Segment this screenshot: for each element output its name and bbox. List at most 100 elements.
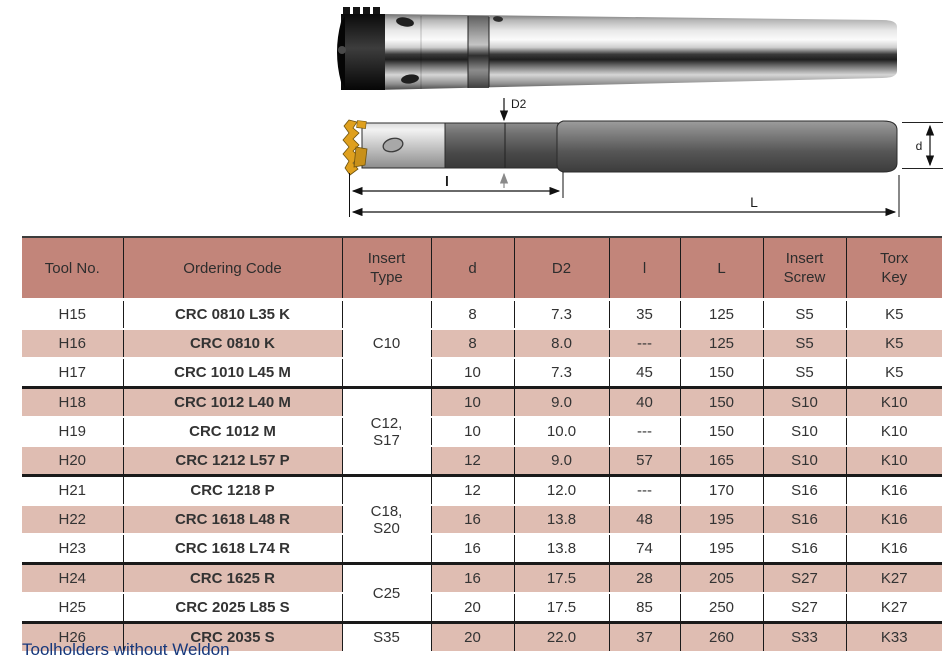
cell-ordering-code: CRC 0810 K — [122, 328, 342, 359]
cell-insert-screw: S10 — [762, 386, 846, 418]
drawing-shank — [556, 120, 898, 173]
cell-len: 125 — [679, 299, 763, 329]
cell-len: 165 — [679, 445, 763, 477]
cell-tool-no: H25 — [58, 599, 87, 616]
cell-torx-key: K10 — [845, 386, 942, 418]
cell-insert-screw: S10 — [762, 445, 846, 477]
cell-len: 195 — [679, 534, 763, 564]
cell-d: 8 — [430, 328, 514, 359]
d2-label: D2 — [511, 97, 527, 111]
cell-l: 37 — [608, 621, 680, 653]
cell-l: 74 — [608, 534, 680, 564]
cell-torx-key: K5 — [845, 328, 942, 359]
cell-len: 150 — [679, 417, 763, 446]
cell-tool-no: H21 — [22, 474, 123, 505]
cell-insert-screw: S16 — [762, 504, 846, 535]
cell-d2: 10.0 — [513, 417, 609, 446]
cell-torx-key: K5 — [845, 358, 942, 388]
cell-l: 35 — [608, 299, 680, 329]
table-row: H19 CRC 1012 M 10 10.0 --- 150 S10 K10 — [22, 417, 942, 446]
cell-torx-key: K33 — [845, 621, 942, 653]
cell-ordering-code: CRC 2025 L85 S — [122, 593, 342, 623]
col-header-insert-screw: Insert Screw — [762, 237, 846, 301]
cell-d: 12 — [430, 445, 514, 477]
col-header-tool-no: Tool No. — [22, 237, 123, 301]
cell-torx-key: K10 — [845, 445, 942, 477]
spec-table: Tool No. Ordering Code Insert Type d D2 … — [22, 236, 942, 653]
cell-insert-screw: S27 — [762, 593, 846, 623]
table-row: H20 CRC 1212 L57 P 12 9.0 57 165 S10 K10 — [22, 445, 942, 477]
cell-len: 195 — [679, 504, 763, 535]
dimension-drawing: D2 l L d — [342, 97, 943, 217]
cell-ordering-code: CRC 1012 M — [122, 417, 342, 446]
cell-d: 10 — [430, 417, 514, 446]
cell-insert-type: C25 — [341, 562, 431, 624]
cell-insert-type: C12, S17 — [341, 386, 431, 477]
cell-insert-screw: S5 — [762, 358, 846, 388]
cell-d2: 17.5 — [513, 562, 609, 594]
photo-hole-small — [493, 16, 503, 22]
table-row: H21 CRC 1218 P C18, S20 12 12.0 --- 170 … — [22, 474, 942, 564]
cell-torx-key: K27 — [845, 593, 942, 623]
cell-tool-no: H20 — [22, 445, 123, 477]
table-row: H23 CRC 1618 L74 R 16 13.8 74 195 S16 K1… — [22, 534, 942, 564]
cell-insert-screw: S27 — [762, 562, 846, 594]
col-header-insert-type: Insert Type — [341, 237, 431, 301]
cell-insert-type: S35 — [341, 621, 431, 653]
cell-len: 125 — [679, 328, 763, 359]
cell-ordering-code: CRC 2035 S — [122, 621, 342, 653]
page-caption: Toolholders without Weldon — [22, 640, 230, 659]
cell-tool-no: H23 — [58, 540, 87, 557]
table-row: H26 CRC 2035 S S35 20 22.0 37 260 S33 K3… — [22, 621, 942, 653]
cell-ordering-code: CRC 1010 L45 M — [122, 358, 342, 388]
cell-torx-key: K16 — [845, 474, 942, 505]
photo-hole-bottom — [401, 74, 419, 84]
col-header-l: l — [608, 237, 680, 301]
col-header-torx-key: Torx Key — [845, 237, 942, 301]
header-row: Tool No. Ordering Code Insert Type d D2 … — [22, 237, 942, 301]
cell-tool-no: H19 — [58, 423, 87, 440]
cell-d2: 7.3 — [513, 358, 609, 388]
cell-d: 16 — [430, 534, 514, 564]
cell-l: --- — [608, 474, 680, 505]
cell-ordering-code: CRC 1625 R — [122, 562, 342, 594]
cell-len: 205 — [679, 562, 763, 594]
cell-insert-type: C10 — [341, 299, 431, 388]
cell-torx-key: K5 — [845, 299, 942, 329]
L-label: L — [750, 194, 758, 210]
cell-d2: 8.0 — [513, 328, 609, 359]
cell-len: 170 — [679, 474, 763, 505]
table-row: H22 CRC 1618 L48 R 16 13.8 48 195 S16 K1… — [22, 504, 942, 535]
cell-tool-no: H24 — [22, 562, 123, 594]
cell-l: 57 — [608, 445, 680, 477]
cell-tool-no: H17 — [58, 364, 87, 381]
cell-ordering-code: CRC 1618 L74 R — [122, 534, 342, 564]
cell-tool-no: H18 — [22, 386, 123, 418]
cell-insert-screw: S10 — [762, 417, 846, 446]
cell-torx-key: K16 — [845, 534, 942, 564]
table-row: H25 CRC 2025 L85 S 20 17.5 85 250 S27 K2… — [22, 593, 942, 623]
cell-d: 8 — [430, 299, 514, 329]
table-row: H17 CRC 1010 L45 M 10 7.3 45 150 S5 K5 — [22, 358, 942, 388]
cell-d: 10 — [430, 386, 514, 418]
cell-l: 40 — [608, 386, 680, 418]
cell-insert-screw: S5 — [762, 328, 846, 359]
cell-d2: 13.8 — [513, 534, 609, 564]
table-row: H18 CRC 1012 L40 M C12, S17 10 9.0 40 15… — [22, 386, 942, 477]
col-header-ordering-code: Ordering Code — [122, 237, 342, 301]
cell-d2: 17.5 — [513, 593, 609, 623]
cell-insert-screw: S16 — [762, 474, 846, 505]
cell-d2: 22.0 — [513, 621, 609, 653]
photo-hole-top — [396, 17, 414, 27]
drawing-head — [361, 122, 446, 169]
cell-tool-no: H26 — [22, 621, 123, 653]
col-header-d2: D2 — [513, 237, 609, 301]
drawing-neck — [444, 122, 559, 169]
cell-d: 20 — [430, 621, 514, 653]
cell-insert-screw: S33 — [762, 621, 846, 653]
cell-l: 85 — [608, 593, 680, 623]
photo-shank — [378, 14, 897, 90]
cell-ordering-code: CRC 1012 L40 M — [122, 386, 342, 418]
table-row: H15 CRC 0810 L35 K C10 8 7.3 35 125 S5 K… — [22, 299, 942, 388]
